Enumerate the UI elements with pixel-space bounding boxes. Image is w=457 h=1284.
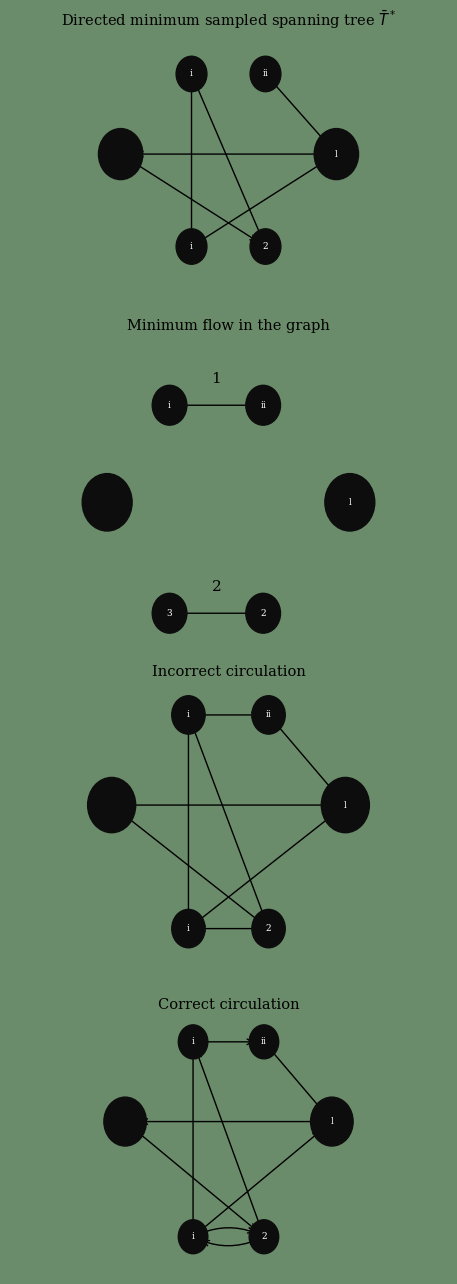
Text: i: i bbox=[191, 1233, 195, 1242]
Text: ii: ii bbox=[260, 401, 266, 410]
Text: 2: 2 bbox=[266, 924, 271, 933]
Text: i: i bbox=[190, 241, 193, 252]
Ellipse shape bbox=[176, 229, 207, 265]
Text: Incorrect circulation: Incorrect circulation bbox=[152, 665, 305, 679]
Ellipse shape bbox=[172, 696, 205, 734]
Ellipse shape bbox=[178, 1220, 208, 1253]
Ellipse shape bbox=[88, 777, 136, 833]
Text: i: i bbox=[190, 69, 193, 78]
Text: i: i bbox=[187, 924, 190, 933]
Ellipse shape bbox=[321, 777, 369, 833]
Text: l: l bbox=[330, 1117, 333, 1126]
Ellipse shape bbox=[246, 385, 281, 425]
Ellipse shape bbox=[249, 1220, 279, 1253]
Text: Correct circulation: Correct circulation bbox=[158, 998, 299, 1012]
Text: 2: 2 bbox=[212, 580, 221, 594]
Ellipse shape bbox=[250, 56, 281, 91]
Text: i: i bbox=[168, 401, 171, 410]
Text: l: l bbox=[335, 149, 338, 159]
Ellipse shape bbox=[104, 1097, 146, 1147]
Ellipse shape bbox=[250, 229, 281, 265]
Ellipse shape bbox=[176, 56, 207, 91]
Ellipse shape bbox=[172, 909, 205, 948]
Text: 3: 3 bbox=[167, 609, 172, 618]
Ellipse shape bbox=[325, 474, 375, 532]
Text: 1: 1 bbox=[212, 372, 221, 386]
Ellipse shape bbox=[82, 474, 132, 532]
Ellipse shape bbox=[249, 1025, 279, 1059]
Text: i: i bbox=[191, 1037, 195, 1046]
Ellipse shape bbox=[178, 1025, 208, 1059]
Text: i: i bbox=[187, 710, 190, 719]
Ellipse shape bbox=[314, 128, 359, 180]
Text: l: l bbox=[344, 800, 347, 810]
Text: Minimum flow in the graph: Minimum flow in the graph bbox=[127, 318, 330, 333]
Text: 2: 2 bbox=[261, 1233, 267, 1242]
Ellipse shape bbox=[152, 385, 187, 425]
Text: 2: 2 bbox=[260, 609, 266, 618]
Ellipse shape bbox=[311, 1097, 353, 1147]
Ellipse shape bbox=[152, 593, 187, 633]
Ellipse shape bbox=[98, 128, 143, 180]
Ellipse shape bbox=[252, 696, 285, 734]
Ellipse shape bbox=[246, 593, 281, 633]
Ellipse shape bbox=[252, 909, 285, 948]
Text: ii: ii bbox=[266, 710, 271, 719]
Text: ii: ii bbox=[263, 69, 268, 78]
Text: Directed minimum sampled spanning tree $\bar{T}^*$: Directed minimum sampled spanning tree $… bbox=[61, 9, 396, 31]
Text: ii: ii bbox=[261, 1037, 267, 1046]
Text: l: l bbox=[349, 498, 351, 507]
Text: 2: 2 bbox=[263, 241, 268, 252]
